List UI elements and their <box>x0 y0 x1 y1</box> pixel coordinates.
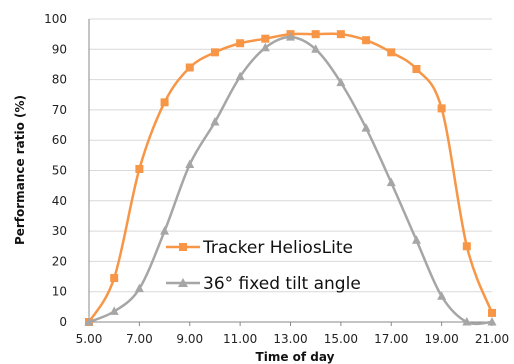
x-tick-label: 9.00 <box>176 332 203 346</box>
legend-marker-fixed-tilt <box>178 278 188 287</box>
data-point-fixed-tilt <box>361 123 371 132</box>
y-tick-label: 50 <box>52 164 67 178</box>
x-tick-label: 11.00 <box>223 332 257 346</box>
y-tick-label: 20 <box>52 254 67 268</box>
data-point-tracker <box>336 30 345 39</box>
y-tick-label: 60 <box>52 133 67 147</box>
x-tick-label: 7.00 <box>126 332 153 346</box>
series-layer <box>84 30 497 326</box>
data-point-fixed-tilt <box>210 117 220 126</box>
data-point-fixed-tilt <box>437 291 447 300</box>
legend-item-fixed-tilt: 36° fixed tilt angle <box>166 274 361 294</box>
data-point-tracker <box>160 98 169 107</box>
data-point-fixed-tilt <box>336 77 346 87</box>
data-point-fixed-tilt <box>311 44 321 53</box>
x-tick-label: 21.00 <box>475 332 509 346</box>
y-tick-label: 10 <box>52 285 67 299</box>
data-point-fixed-tilt <box>462 317 472 326</box>
data-point-tracker <box>236 39 245 48</box>
legend-item-tracker: Tracker HeliosLite <box>166 238 353 258</box>
data-point-fixed-tilt <box>286 32 295 41</box>
data-point-tracker <box>362 36 371 45</box>
x-tick-label: 13.00 <box>273 332 307 346</box>
data-point-tracker <box>462 242 471 251</box>
legend: Tracker HeliosLite 36° fixed tilt angle <box>166 238 361 294</box>
y-tick-label: 80 <box>52 73 67 87</box>
data-point-fixed-tilt <box>109 306 119 315</box>
data-point-tracker <box>110 274 119 283</box>
x-tick-label: 17.00 <box>374 332 408 346</box>
data-point-fixed-tilt <box>411 235 421 244</box>
y-tick-label: 90 <box>52 42 67 56</box>
legend-marker-tracker <box>179 243 187 251</box>
y-tick-label: 70 <box>52 103 67 117</box>
data-point-tracker <box>437 104 446 113</box>
y-tick-label: 40 <box>52 194 67 208</box>
x-axis-title: Time of day <box>256 350 335 364</box>
data-point-tracker <box>185 63 194 72</box>
data-point-fixed-tilt <box>487 317 497 326</box>
y-tick-label: 30 <box>52 224 67 238</box>
legend-label-fixed-tilt: 36° fixed tilt angle <box>203 274 361 294</box>
data-point-tracker <box>135 164 144 173</box>
data-point-fixed-tilt <box>134 283 144 293</box>
data-point-tracker <box>311 30 320 39</box>
data-point-fixed-tilt <box>235 71 245 81</box>
x-tick-label: 15.00 <box>324 332 358 346</box>
data-point-fixed-tilt <box>260 42 270 52</box>
x-tick-label: 19.00 <box>424 332 458 346</box>
data-point-fixed-tilt <box>84 317 94 326</box>
tick-labels: 0 10 20 30 40 50 60 70 80 90 100 5.00 7.00 9.00 11.00 1… <box>44 12 509 346</box>
gridlines <box>89 18 492 323</box>
data-point-tracker <box>412 64 421 73</box>
data-point-tracker <box>387 48 396 57</box>
y-tick-label: 0 <box>59 315 67 329</box>
data-point-fixed-tilt <box>386 177 396 187</box>
y-axis-title: Performance ratio (%) <box>13 95 27 245</box>
data-point-tracker <box>488 308 496 317</box>
x-tick-label: 5.00 <box>76 332 103 346</box>
data-point-tracker <box>210 48 219 57</box>
y-tick-label: 100 <box>44 12 67 26</box>
legend-label-tracker: Tracker HeliosLite <box>202 238 353 258</box>
data-point-tracker <box>261 34 270 43</box>
data-point-fixed-tilt <box>160 226 170 235</box>
data-point-fixed-tilt <box>185 159 195 168</box>
